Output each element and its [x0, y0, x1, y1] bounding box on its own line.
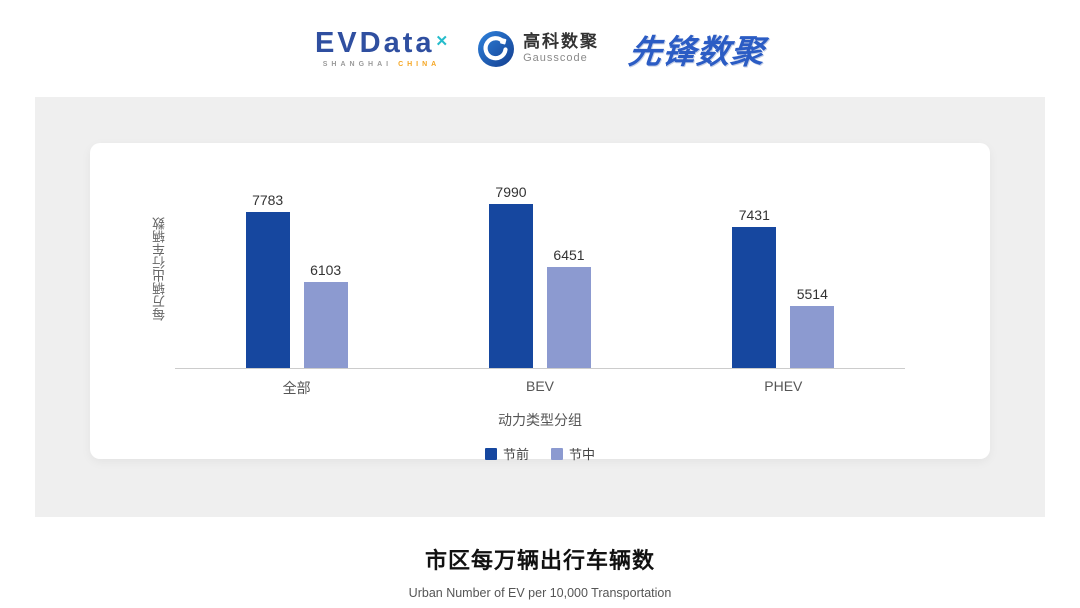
bar [488, 204, 533, 368]
legend-item: 节中 [551, 444, 595, 463]
evdata-x-icon: ✕ [435, 32, 449, 50]
gausscode-logo-text: 高科数聚 Gausscode [523, 32, 599, 64]
chart-card: 每万辆出行车辆数 7783 6103 7990 6451 7431 5514 全部 BEV P… [90, 143, 990, 462]
bar [732, 227, 777, 368]
category-label: PHEV [764, 378, 803, 394]
legend-swatch [484, 447, 497, 460]
chart-groups: 7783 6103 7990 6451 7431 5514 [175, 169, 905, 369]
header: EVData✕ SHANGHAI CHINA 高科数聚 Gausscode [0, 0, 1080, 97]
bar [303, 282, 348, 368]
bar-value-label: 7783 [252, 192, 284, 208]
chart-title: 市区每万辆出行车辆数 [424, 548, 655, 573]
y-axis-label: 每万辆出行车辆数 [152, 217, 167, 321]
legend-label: 节中 [569, 447, 596, 462]
x-axis-label: 动力类型分组 [498, 412, 582, 428]
bar-value-label: 7431 [738, 207, 770, 223]
gausscode-logo: 高科数聚 Gausscode [478, 30, 599, 67]
bar-group: 7783 6103 [175, 192, 418, 368]
bar-value-label: 7990 [495, 184, 527, 200]
bar-value-label: 5514 [796, 286, 828, 302]
evdata-sub-china: CHINA [398, 61, 441, 68]
gausscode-en-label: Gausscode [523, 51, 588, 64]
chart-categories: 全部 BEV PHEV [175, 369, 905, 398]
gausscode-cn-label: 高科数聚 [523, 32, 600, 52]
bar [245, 212, 290, 368]
bar-group: 7990 6451 [418, 184, 661, 368]
pioneer-data-logo: 先锋数聚 [626, 32, 767, 70]
legend-item: 节前 [484, 444, 529, 463]
legend-swatch [551, 447, 563, 460]
evdata-logo-subtext: SHANGHAI CHINA [315, 61, 448, 68]
caption: 市区每万辆出行车辆数 Urban Number of EV per 10,000… [0, 543, 1080, 600]
evdata-logo: EVData✕ SHANGHAI CHINA [314, 27, 449, 69]
chart-panel: 每万辆出行车辆数 7783 6103 7990 6451 7431 5514 全部 BEV P… [35, 97, 1045, 517]
bar [790, 306, 835, 368]
category-label: 全部 [282, 380, 311, 396]
evdata-logo-text: EVData [314, 27, 435, 59]
chart-plot: 7783 6103 7990 6451 7431 5514 全部 BEV PHEV 动力类型分… [175, 169, 905, 462]
bar-value-label: 6103 [310, 262, 342, 278]
gausscode-circle-icon [478, 30, 515, 67]
bar [546, 267, 591, 368]
bar-value-label: 6451 [553, 247, 585, 263]
chart-subtitle: Urban Number of EV per 10,000 Transporta… [408, 586, 672, 600]
legend-label: 节前 [502, 447, 529, 462]
bar-group: 7431 5514 [662, 207, 905, 368]
chart-legend: 节前 节中 [175, 444, 905, 463]
category-label: BEV [525, 378, 554, 394]
evdata-sub-shanghai: SHANGHAI [322, 61, 393, 68]
